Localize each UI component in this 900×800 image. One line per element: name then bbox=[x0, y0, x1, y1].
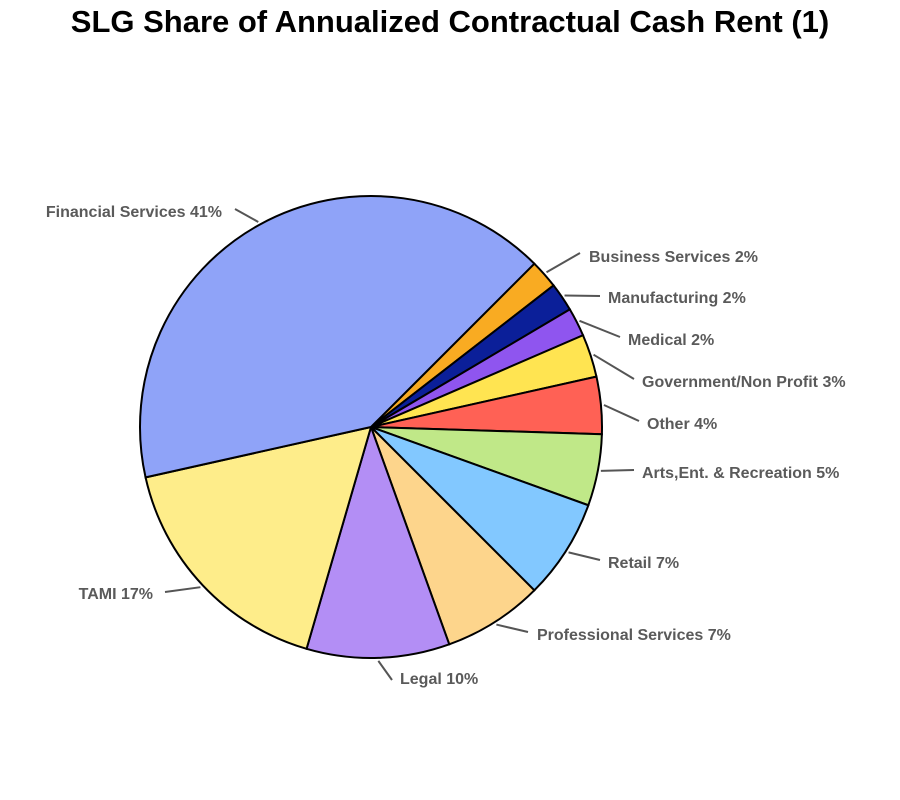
slice-label: Business Services 2% bbox=[589, 249, 758, 266]
chart-title: SLG Share of Annualized Contractual Cash… bbox=[70, 4, 830, 39]
pie-slice bbox=[144, 425, 373, 651]
slice-label: Financial Services 41% bbox=[46, 204, 222, 221]
leader-line bbox=[603, 404, 640, 422]
leader-line bbox=[568, 551, 601, 561]
slice-label: Medical 2% bbox=[628, 332, 714, 349]
leader-line bbox=[600, 469, 635, 472]
leader-line bbox=[593, 353, 635, 380]
pie-slice bbox=[370, 426, 590, 592]
slice-label: Manufacturing 2% bbox=[608, 290, 746, 307]
slice-label: TAMI 17% bbox=[79, 586, 153, 603]
leader-line bbox=[496, 623, 529, 633]
pie-slice bbox=[305, 423, 451, 659]
pie-slice bbox=[370, 426, 536, 646]
slice-label: Legal 10% bbox=[400, 671, 478, 688]
slice-label: Government/Non Profit 3% bbox=[642, 374, 846, 391]
leader-line bbox=[234, 208, 259, 223]
slice-label: Arts,Ent. & Recreation 5% bbox=[642, 465, 839, 482]
slice-label: Professional Services 7% bbox=[537, 627, 731, 644]
leader-line bbox=[377, 660, 393, 681]
leader-line bbox=[546, 252, 581, 274]
pie-slice bbox=[138, 195, 536, 479]
leader-line bbox=[164, 586, 201, 593]
leader-line bbox=[579, 319, 621, 338]
slice-label: Other 4% bbox=[647, 416, 717, 433]
leader-line bbox=[564, 294, 601, 297]
slice-label: Retail 7% bbox=[608, 555, 679, 572]
